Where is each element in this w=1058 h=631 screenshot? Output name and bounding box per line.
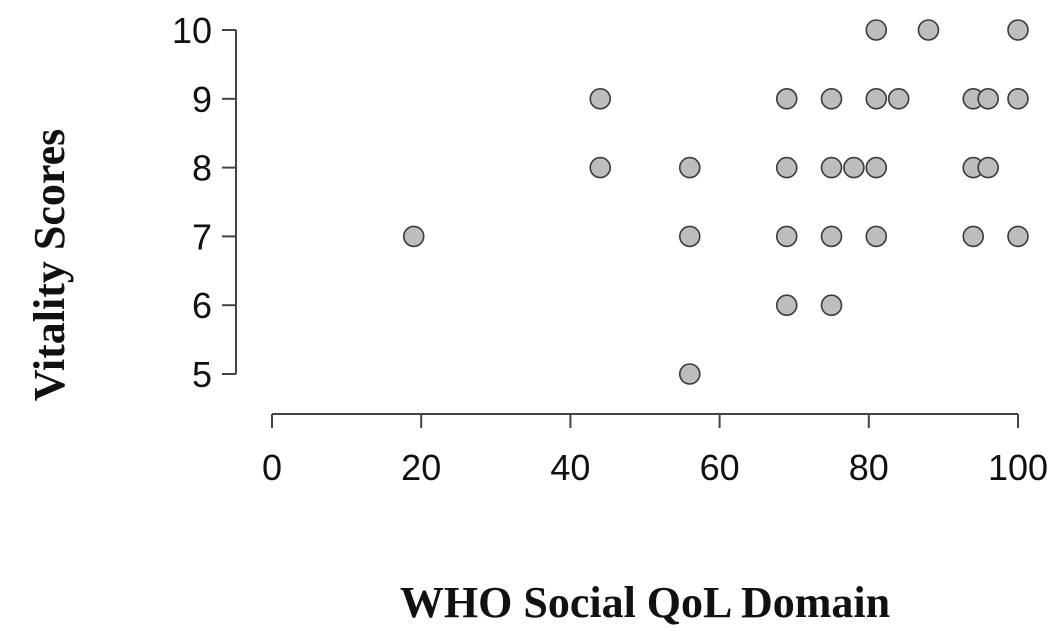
data-point (820, 156, 843, 179)
y-axis: 5 6 7 8 9 10 (172, 10, 237, 395)
data-point (589, 88, 612, 110)
data-point (977, 88, 999, 110)
x-axis: 0 20 40 60 80 100 (262, 413, 1048, 488)
data-point (843, 156, 865, 179)
data-point (1007, 19, 1029, 41)
data-point (977, 156, 999, 179)
data-points (402, 19, 1029, 385)
data-point (865, 19, 888, 41)
data-point (775, 88, 798, 110)
x-tick-label: 20 (401, 447, 441, 488)
data-point (820, 88, 843, 110)
data-point (865, 225, 888, 248)
data-point (775, 294, 798, 317)
data-point (678, 156, 701, 179)
y-tick-label: 9 (192, 79, 212, 120)
data-point (820, 225, 843, 248)
y-tick-label: 7 (192, 216, 212, 257)
y-tick-label: 5 (192, 354, 212, 395)
data-point (775, 156, 798, 179)
data-point (775, 225, 798, 248)
data-point (589, 156, 612, 179)
x-tick-label: 80 (849, 447, 889, 488)
data-point (917, 19, 940, 41)
y-tick-label: 10 (172, 10, 212, 51)
data-point (865, 156, 888, 179)
data-point (678, 225, 701, 248)
x-tick-label: 0 (262, 447, 282, 488)
y-tick-label: 6 (192, 285, 212, 326)
data-point (1007, 225, 1029, 248)
x-tick-label: 40 (550, 447, 590, 488)
y-axis-title: Vitality Scores (25, 129, 74, 402)
data-point (887, 88, 910, 110)
x-tick-label: 60 (700, 447, 740, 488)
x-axis-title: WHO Social QoL Domain (400, 578, 890, 627)
y-tick-label: 8 (192, 148, 212, 189)
x-tick-label: 100 (988, 447, 1048, 488)
data-point (962, 225, 985, 248)
data-point (402, 225, 425, 248)
data-point (820, 294, 843, 317)
data-point (865, 88, 888, 110)
data-point (1007, 88, 1029, 110)
data-point (678, 363, 701, 385)
